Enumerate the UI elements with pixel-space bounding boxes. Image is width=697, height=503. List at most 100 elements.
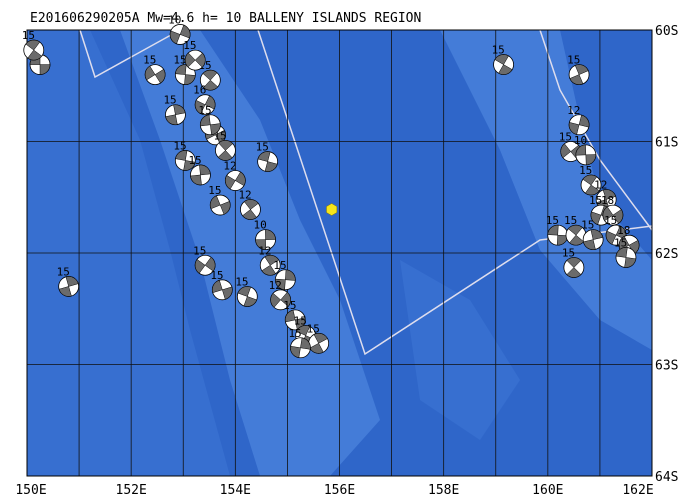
beachball xyxy=(199,114,221,136)
depth-label: 15 xyxy=(235,275,248,288)
y-tick-label: 64S xyxy=(655,470,678,485)
beachball xyxy=(144,64,166,85)
beachball-compression xyxy=(290,337,311,358)
beachball-compression xyxy=(175,150,196,171)
depth-label: 15 xyxy=(57,265,70,278)
x-tick-label: 150E xyxy=(15,483,46,498)
beachball-compression xyxy=(25,39,43,61)
depth-label: 15 xyxy=(546,214,559,227)
beachball-compression xyxy=(575,144,597,166)
beachball-compression xyxy=(615,247,637,268)
beachball-compression xyxy=(583,229,604,250)
beachball-compression xyxy=(225,171,246,190)
y-tick-label: 63S xyxy=(655,359,678,374)
depth-label: 12 xyxy=(269,279,282,292)
beachball xyxy=(165,104,186,126)
depth-label: 10 xyxy=(168,13,181,26)
beachball xyxy=(23,39,45,61)
beachball-compression xyxy=(494,54,513,75)
x-tick-label: 156E xyxy=(324,483,355,498)
depth-label: 15 xyxy=(492,44,505,57)
beachball xyxy=(194,94,216,116)
beachball xyxy=(184,49,206,71)
beachball-compression xyxy=(255,229,276,250)
x-tick-label: 154E xyxy=(220,483,251,498)
depth-label: 12 xyxy=(238,189,251,202)
depth-label: 15 xyxy=(188,154,201,167)
depth-label: 15 xyxy=(604,214,617,227)
beachball xyxy=(493,54,514,75)
depth-label: 15 xyxy=(173,54,186,67)
beachball xyxy=(547,224,569,246)
beachball-compression xyxy=(566,257,582,278)
depth-label: 15 xyxy=(183,39,196,52)
beachball xyxy=(568,114,590,136)
depth-label: 12 xyxy=(567,104,580,117)
depth-label: 15 xyxy=(307,322,320,335)
depth-label: 15 xyxy=(567,54,580,67)
depth-label: 15 xyxy=(564,214,577,227)
y-tick-label: 61S xyxy=(655,136,678,151)
beachball-compression xyxy=(194,256,216,274)
depth-label: 15 xyxy=(193,244,206,257)
beachball xyxy=(215,140,236,161)
beachball-compression xyxy=(169,24,191,45)
beachball-compression xyxy=(568,114,590,135)
depth-label: 15 xyxy=(288,327,301,340)
beachball xyxy=(259,254,281,276)
beachball-compression xyxy=(270,291,291,308)
depth-label: 10 xyxy=(254,219,267,232)
depth-label: 18 xyxy=(617,224,630,237)
depth-label: 12 xyxy=(258,244,271,257)
beachball-compression xyxy=(217,140,234,161)
depth-label: 15 xyxy=(579,164,592,177)
depth-label: 15 xyxy=(210,269,223,282)
beachball-compression xyxy=(200,114,221,135)
beachball-compression xyxy=(190,164,211,186)
beachball xyxy=(209,194,231,216)
depth-label: 15 xyxy=(614,236,627,249)
map-title: E201606290205A Mw=4.6 h= 10 BALLENY ISLA… xyxy=(30,11,421,26)
beachball xyxy=(257,151,279,172)
beachball xyxy=(224,170,246,191)
frame xyxy=(26,29,653,477)
depth-label: 15 xyxy=(559,131,572,144)
beachball-compression xyxy=(212,279,233,300)
x-tick-label: 160E xyxy=(532,483,563,498)
beachball xyxy=(169,24,191,45)
depth-label: 15 xyxy=(198,104,211,117)
beachball xyxy=(240,199,261,220)
beachball-compression xyxy=(602,206,624,224)
beachball xyxy=(575,144,597,166)
beachball xyxy=(236,286,258,307)
y-tick-label: 60S xyxy=(655,24,678,39)
depth-label: 15 xyxy=(581,219,594,232)
beachball xyxy=(58,276,80,297)
beachball xyxy=(255,229,276,251)
depth-label: 15 xyxy=(256,141,269,154)
depth-label: 16 xyxy=(193,84,206,97)
depth-label: 15 xyxy=(273,259,286,272)
beachball xyxy=(194,254,216,276)
depth-label: 15 xyxy=(208,184,221,197)
beachball xyxy=(174,64,196,85)
depth-label: 10 xyxy=(574,134,587,147)
beachball xyxy=(568,64,590,85)
depth-label: 18 xyxy=(601,194,614,207)
beachball xyxy=(563,257,585,278)
depth-label: 15 xyxy=(143,54,156,67)
beachball xyxy=(199,69,221,91)
beachball-compression xyxy=(144,65,166,84)
depth-label: 15 xyxy=(22,29,35,42)
depth-label: 12 xyxy=(594,178,607,191)
beachball-compression xyxy=(242,199,259,220)
beachball xyxy=(595,189,617,210)
beachball xyxy=(174,150,196,171)
beachball xyxy=(211,279,233,301)
beachball xyxy=(602,204,624,226)
x-tick-label: 152E xyxy=(116,483,147,498)
beachball xyxy=(190,164,211,186)
depth-label: 15 xyxy=(562,246,575,259)
